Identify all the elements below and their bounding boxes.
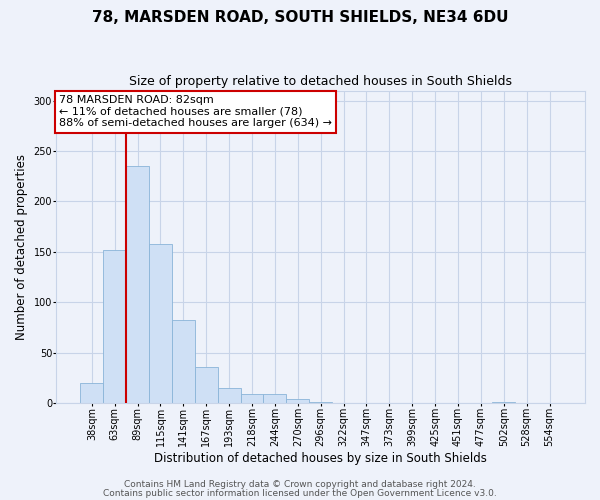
- Title: Size of property relative to detached houses in South Shields: Size of property relative to detached ho…: [129, 75, 512, 88]
- Bar: [149, 244, 172, 403]
- Text: 78, MARSDEN ROAD, SOUTH SHIELDS, NE34 6DU: 78, MARSDEN ROAD, SOUTH SHIELDS, NE34 6D…: [92, 10, 508, 25]
- Bar: [172, 320, 195, 403]
- Bar: [195, 366, 218, 403]
- Bar: [126, 166, 149, 403]
- Bar: [218, 388, 241, 403]
- Text: 78 MARSDEN ROAD: 82sqm
← 11% of detached houses are smaller (78)
88% of semi-det: 78 MARSDEN ROAD: 82sqm ← 11% of detached…: [59, 95, 332, 128]
- Bar: [103, 250, 126, 403]
- Bar: [286, 399, 309, 403]
- Bar: [80, 383, 103, 403]
- Text: Contains HM Land Registry data © Crown copyright and database right 2024.: Contains HM Land Registry data © Crown c…: [124, 480, 476, 489]
- Bar: [309, 402, 332, 403]
- Bar: [263, 394, 286, 403]
- Bar: [241, 394, 263, 403]
- Bar: [493, 402, 515, 403]
- Y-axis label: Number of detached properties: Number of detached properties: [15, 154, 28, 340]
- Text: Contains public sector information licensed under the Open Government Licence v3: Contains public sector information licen…: [103, 488, 497, 498]
- X-axis label: Distribution of detached houses by size in South Shields: Distribution of detached houses by size …: [154, 452, 487, 465]
